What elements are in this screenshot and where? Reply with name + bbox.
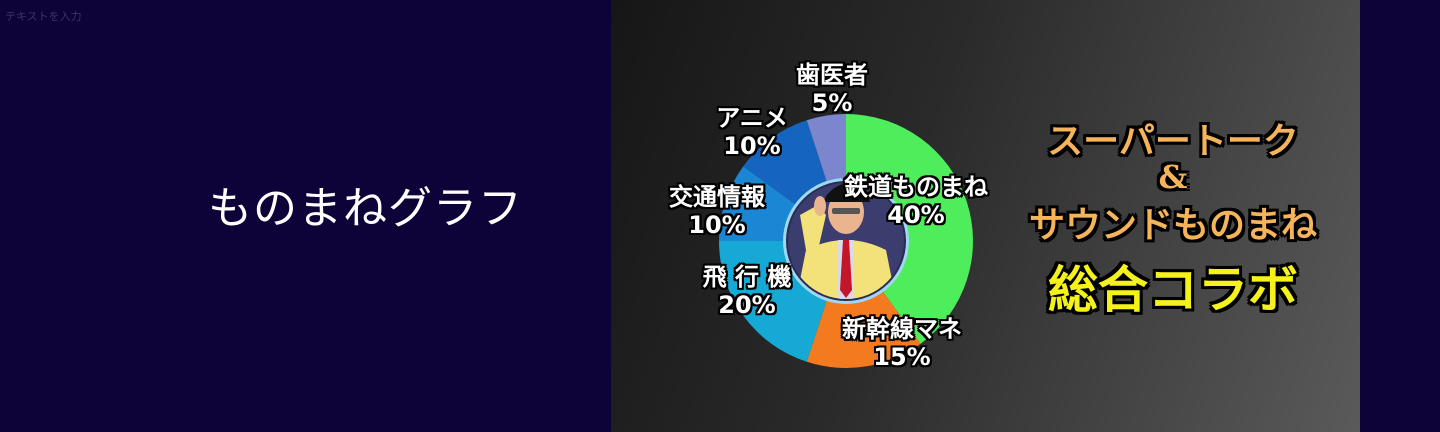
donut-slice-2 [719,241,828,362]
side-title: ものまねグラフ [208,183,523,234]
donut-slice-3 [719,166,798,241]
label-railway: 鉄道ものまね 40% [844,173,988,229]
center-photo [783,178,909,304]
label-anime: アニメ 10% [716,104,788,160]
label-shinkansen: 新幹線マネ 15% [842,315,962,371]
promo-line4: 総合コラボ [1048,260,1298,319]
text-placeholder[interactable]: テキストを入力 [5,10,82,23]
label-airplane: 飛 行 機 20% [702,263,792,319]
label-dentist: 歯医者 5% [796,61,868,117]
promo-line3: サウンドものまね [1028,204,1318,246]
donut-slice-4 [743,120,828,206]
promo-line1: スーパートーク [1047,120,1299,162]
donut-slice-0 [846,114,973,344]
label-traffic-info: 交通情報 10% [669,183,765,239]
promo-line2: & [1158,158,1188,196]
donut-slice-5 [806,114,846,184]
donut-slice-1 [806,289,921,369]
